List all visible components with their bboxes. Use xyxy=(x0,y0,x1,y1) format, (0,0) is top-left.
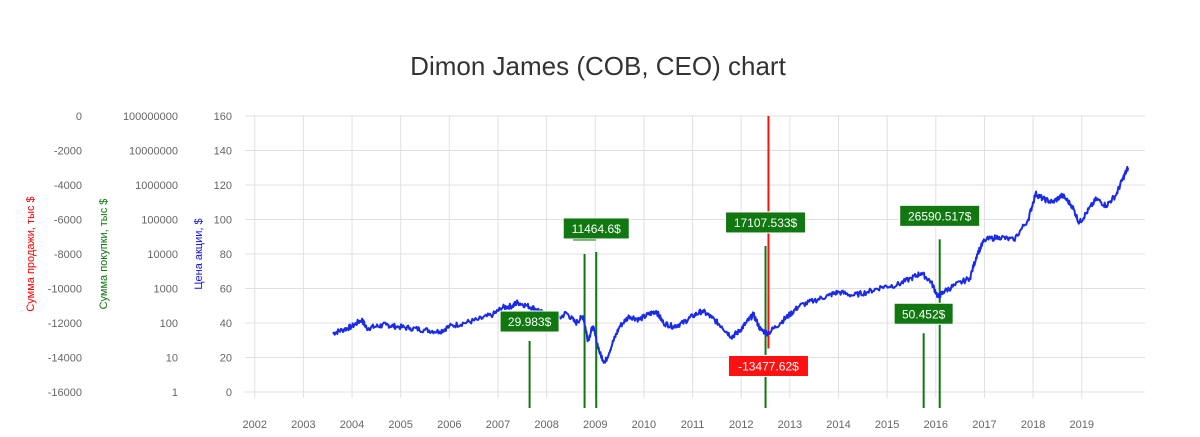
x-tick-label: 2014 xyxy=(826,419,850,431)
annotation-label: 50.452$ xyxy=(902,307,946,321)
price-tick-label: 40 xyxy=(220,318,232,330)
purchase-axis-title: Сумма покупки, тыс $ xyxy=(98,199,110,310)
x-tick-label: 2006 xyxy=(437,419,461,431)
price-series-line-0 xyxy=(332,165,1129,364)
sales-tick-label: 0 xyxy=(76,111,82,123)
annotation-label: 11464.6$ xyxy=(572,222,621,236)
x-tick-label: 2002 xyxy=(242,419,266,431)
purchase-tick-label: 100 xyxy=(160,318,178,330)
sales-tick-label: -4000 xyxy=(54,180,82,192)
price-tick-label: 160 xyxy=(214,111,232,123)
purchase-axis-ticks: 100000000 10000000 1000000 100000 10000 1000 1… xyxy=(123,111,178,399)
purchase-tick-label: 1000 xyxy=(154,284,178,296)
annotation-box xyxy=(899,204,981,227)
purchase-tick-label: 1 xyxy=(172,387,178,399)
annotation-box xyxy=(893,302,954,325)
price-tick-label: 0 xyxy=(226,387,232,399)
trade-annotations: 29.983$1011464.6$17107.533$-13477.62$50.… xyxy=(499,204,981,377)
annotation-box xyxy=(499,310,560,333)
annotation-label: 29.983$ xyxy=(508,315,552,329)
price-tick-label: 120 xyxy=(214,180,232,192)
sales-tick-label: -14000 xyxy=(48,353,82,365)
x-tick-label: 2004 xyxy=(340,419,364,431)
sales-tick-label: -10000 xyxy=(48,284,82,296)
x-tick-label: 2005 xyxy=(388,419,412,431)
purchase-annotation: 26590.517$ xyxy=(899,204,981,227)
purchase-tick-label: 100000000 xyxy=(123,111,178,123)
x-tick-label: 2016 xyxy=(924,419,948,431)
x-tick-label: 2012 xyxy=(729,419,753,431)
x-tick-label: 2010 xyxy=(632,419,656,431)
sales-axis-title: Сумма продажи, тыс $ xyxy=(25,196,37,311)
price-axis-ticks: 160 140 120 100 80 60 40 20 0 xyxy=(214,111,232,399)
purchase-tick-label: 10000000 xyxy=(129,146,178,158)
x-tick-label: 2017 xyxy=(972,419,996,431)
sales-tick-label: -6000 xyxy=(54,215,82,227)
price-series xyxy=(332,165,1129,364)
price-tick-label: 80 xyxy=(220,249,232,261)
sale-annotation: -13477.62$ xyxy=(727,354,809,377)
price-tick-label: 140 xyxy=(214,146,232,158)
chart-title: Dimon James (COB, CEO) chart xyxy=(410,51,786,81)
purchase-tick-label: 100000 xyxy=(141,215,178,227)
x-tick-label: 2007 xyxy=(486,419,510,431)
purchase-tick-label: 1000000 xyxy=(135,180,178,192)
x-tick-label: 2015 xyxy=(875,419,899,431)
x-tick-label: 2019 xyxy=(1070,419,1094,431)
annotation-label: 17107.533$ xyxy=(734,216,798,230)
sales-tick-label: -8000 xyxy=(54,249,82,261)
sales-tick-label: -2000 xyxy=(54,146,82,158)
x-axis-ticks: 2002 2003 2004 2005 2006 2007 2008 2009 2010 2011… xyxy=(242,419,1094,431)
purchase-annotation: 29.983$ xyxy=(499,310,560,333)
price-tick-label: 100 xyxy=(214,215,232,227)
grid xyxy=(245,115,1145,398)
x-tick-label: 2011 xyxy=(681,419,705,431)
x-tick-label: 2018 xyxy=(1021,419,1045,431)
purchase-annotation: 50.452$ xyxy=(893,302,954,325)
annotation-box xyxy=(562,217,630,240)
purchase-annotation: 11464.6$ xyxy=(562,217,630,240)
x-tick-label: 2003 xyxy=(291,419,315,431)
annotation-box xyxy=(725,211,807,234)
annotation-label: -13477.62$ xyxy=(738,359,799,373)
annotation-label: 26590.517$ xyxy=(908,209,972,223)
purchase-annotation: 17107.533$ xyxy=(725,211,807,234)
x-tick-label: 2009 xyxy=(583,419,607,431)
sales-axis-ticks: 0 -2000 -4000 -6000 -8000 -10000 -12000 -14000 -… xyxy=(48,111,82,399)
sales-tick-label: -12000 xyxy=(48,318,82,330)
sales-tick-label: -16000 xyxy=(48,387,82,399)
price-axis-title: Цена акции, $ xyxy=(193,218,205,289)
annotation-box xyxy=(727,354,809,377)
price-tick-label: 60 xyxy=(220,284,232,296)
x-tick-label: 2008 xyxy=(534,419,558,431)
price-tick-label: 20 xyxy=(220,353,232,365)
x-tick-label: 2013 xyxy=(778,419,802,431)
purchase-tick-label: 10000 xyxy=(147,249,178,261)
purchase-tick-label: 10 xyxy=(166,353,178,365)
